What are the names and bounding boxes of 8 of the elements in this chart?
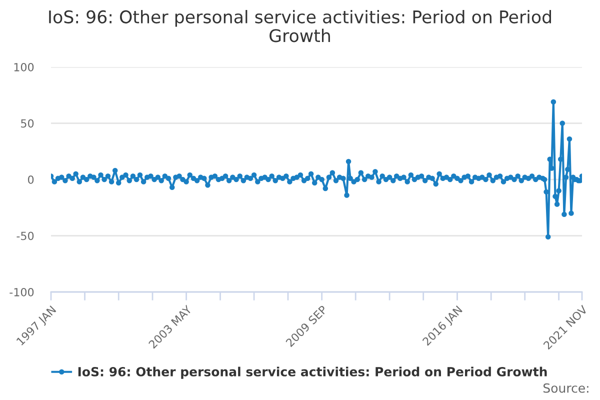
y-tick-label: 100 — [14, 62, 34, 72]
y-tick-label: -100 — [10, 288, 34, 296]
y-tick-label: -50 — [16, 232, 34, 240]
source-note: Source: — [543, 383, 588, 393]
chart-title: IoS: 96: Other personal service activities: Period on Period Growth — [49, 10, 551, 42]
legend-label: IoS: 96: Other personal service activities: Period on Period Growth — [78, 366, 547, 379]
y-tick-label: 50 — [21, 119, 34, 128]
y-tick-label: 0 — [28, 175, 34, 184]
